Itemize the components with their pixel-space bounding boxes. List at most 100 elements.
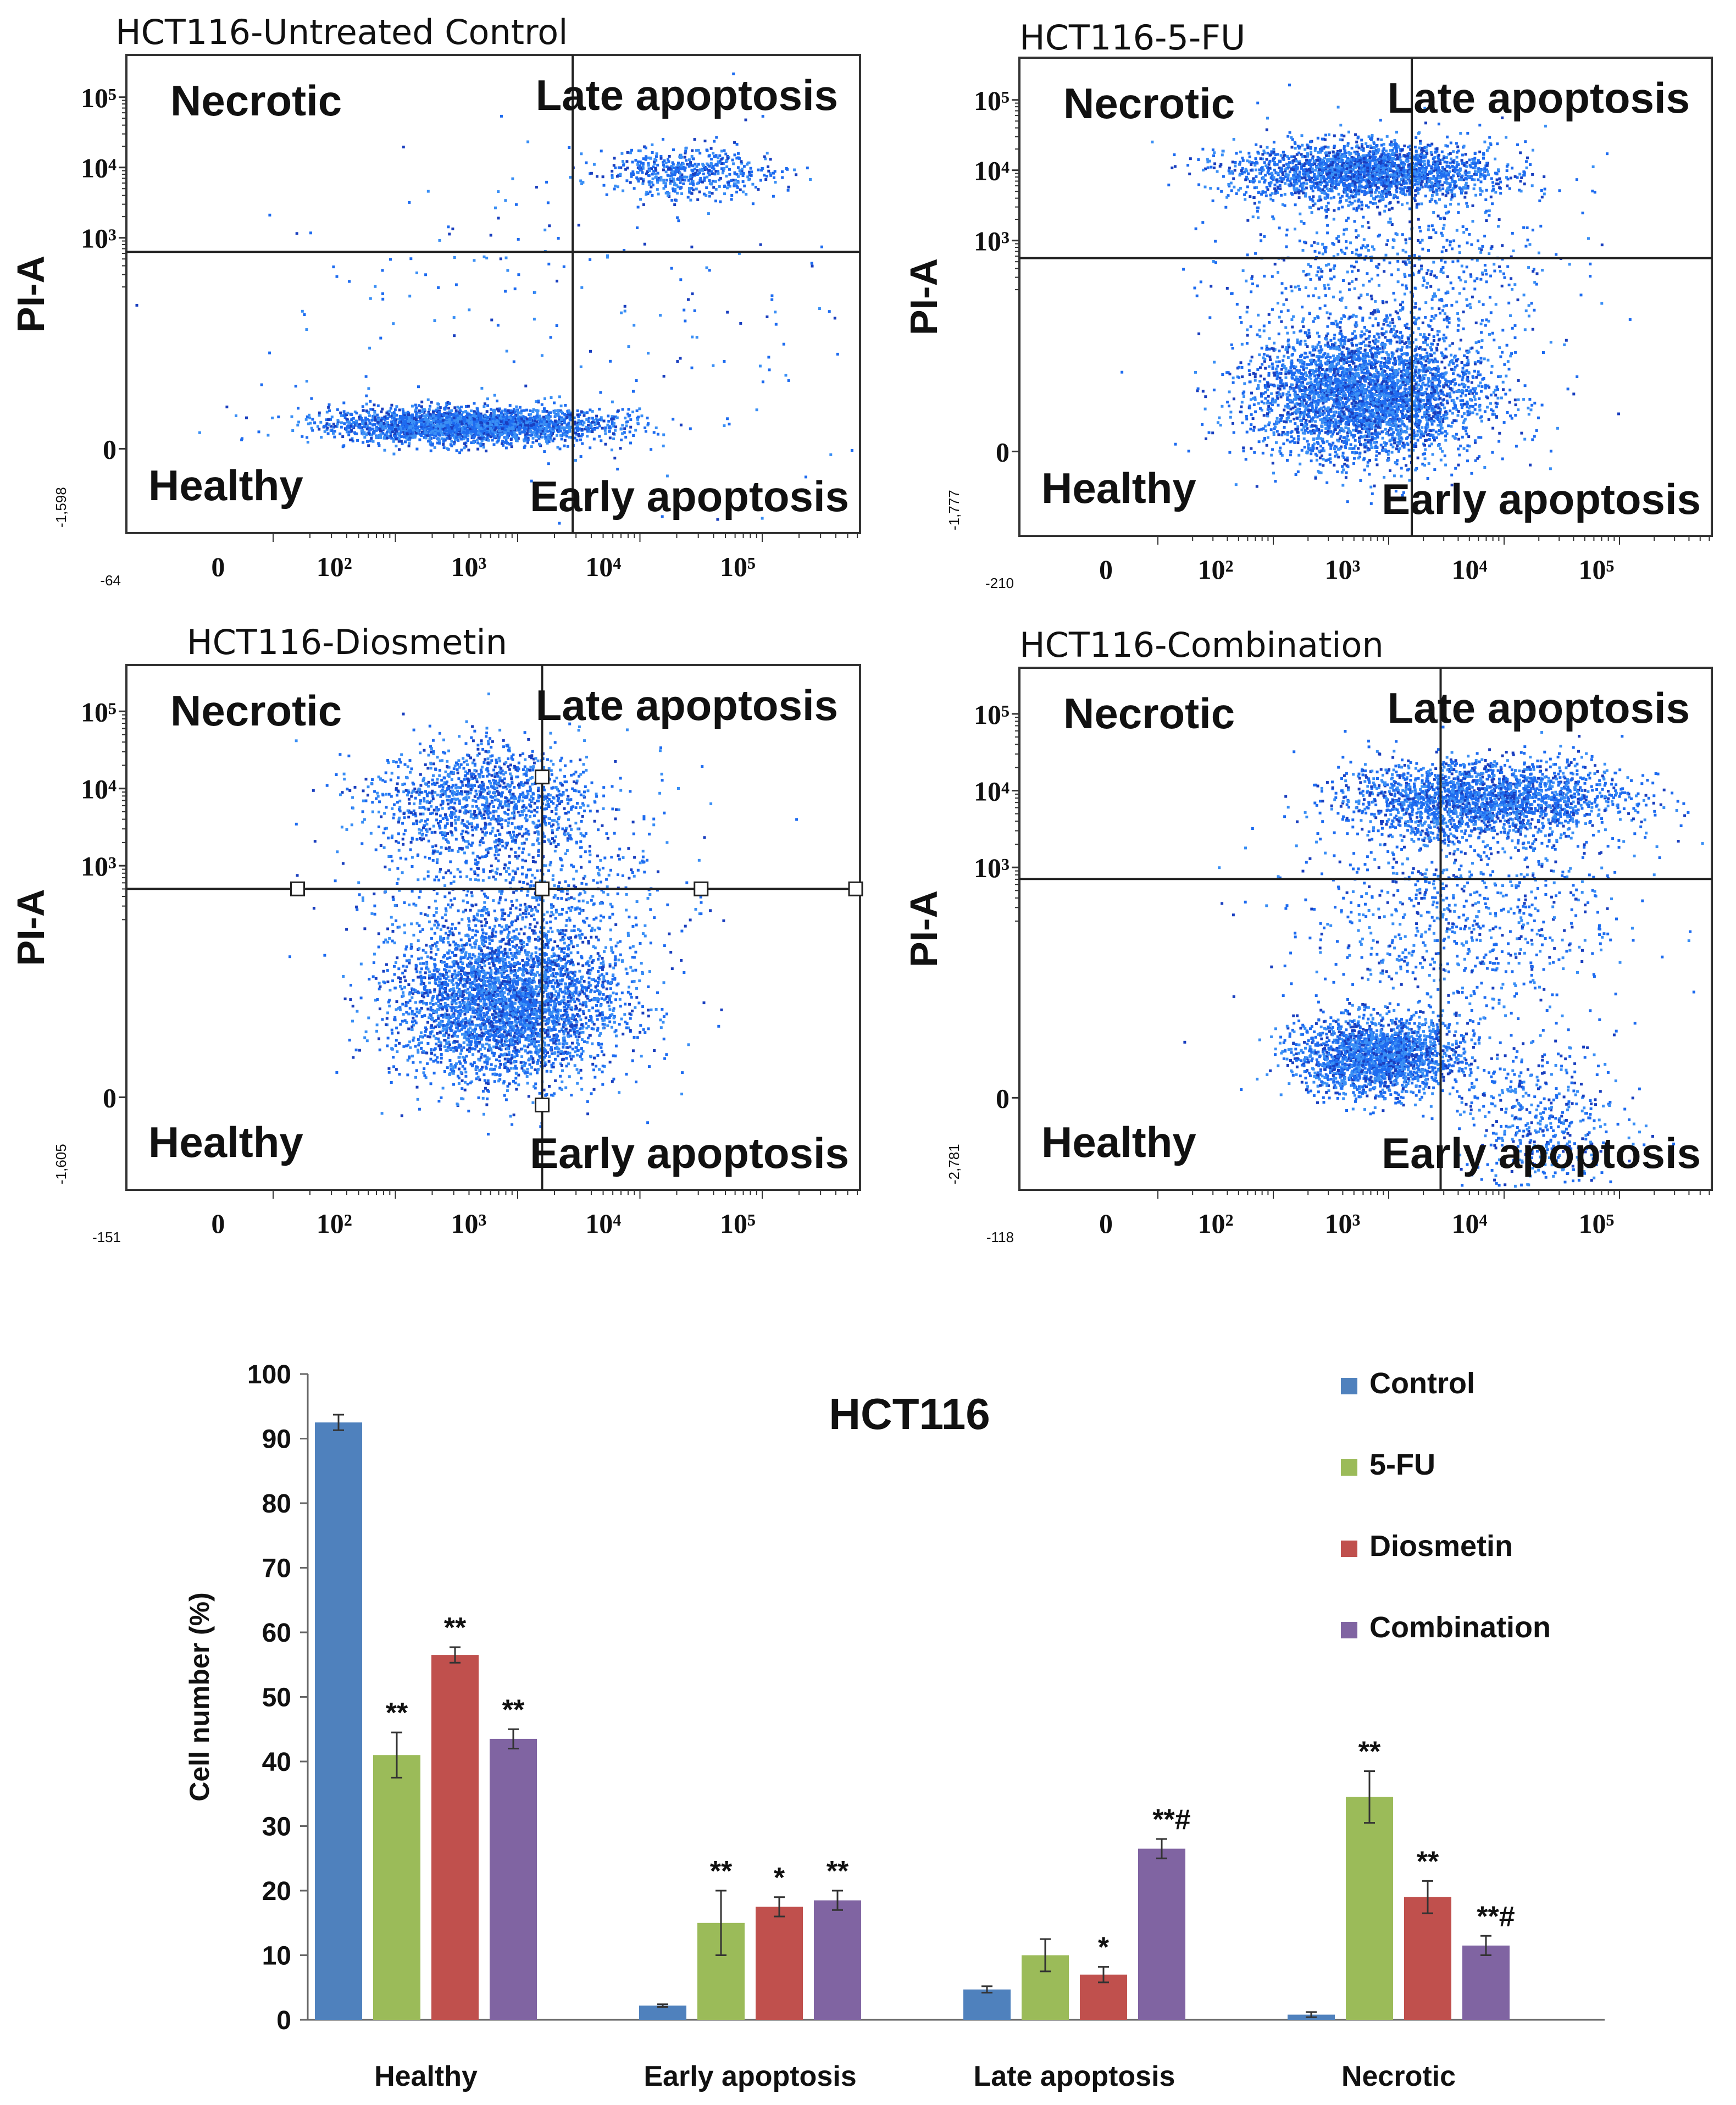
- event-dot: [356, 412, 358, 414]
- event-dot: [624, 417, 626, 419]
- event-dot: [443, 446, 446, 449]
- event-dot: [392, 440, 395, 443]
- event-dot: [386, 421, 389, 424]
- event-dot: [453, 406, 456, 409]
- event-dot: [504, 436, 507, 439]
- event-dot: [542, 416, 545, 419]
- event-dot: [425, 419, 428, 422]
- event-dot: [395, 405, 398, 408]
- event-dot: [318, 428, 320, 431]
- event-dot: [617, 409, 620, 412]
- event-dot: [621, 424, 624, 426]
- event-dot: [347, 420, 350, 423]
- event-dot: [497, 409, 500, 412]
- event-dot: [655, 426, 658, 429]
- event-dot: [515, 406, 518, 408]
- event-dot: [467, 438, 469, 441]
- event-dot: [331, 429, 334, 432]
- event-dot: [531, 441, 534, 444]
- event-dot: [591, 430, 594, 433]
- event-dot: [328, 403, 331, 406]
- event-dot: [647, 422, 650, 425]
- event-dot: [563, 422, 566, 424]
- event-dot: [408, 445, 411, 447]
- event-dot: [415, 412, 418, 415]
- event-dot: [327, 432, 330, 435]
- event-dot: [394, 408, 397, 411]
- event-dot: [277, 416, 280, 418]
- event-dot: [534, 420, 536, 423]
- event-dot: [629, 426, 632, 429]
- event-dot: [291, 416, 293, 418]
- event-dot: [393, 418, 396, 420]
- event-dot: [626, 420, 629, 423]
- event-dot: [372, 440, 375, 443]
- event-dot: [523, 409, 525, 412]
- event-dot: [603, 420, 606, 423]
- event-dot: [369, 428, 372, 431]
- event-dot: [601, 427, 604, 430]
- event-dot: [589, 430, 591, 433]
- event-dot: [311, 418, 314, 420]
- event-dot: [442, 443, 445, 446]
- event-dot: [350, 413, 352, 416]
- event-dot: [556, 434, 558, 437]
- event-dot: [535, 400, 537, 403]
- event-dot: [473, 402, 476, 405]
- event-dot: [545, 423, 547, 425]
- event-dot: [432, 414, 435, 417]
- event-dot: [343, 414, 346, 417]
- event-dot: [395, 437, 398, 440]
- event-dot: [541, 403, 543, 406]
- event-dot: [362, 441, 364, 444]
- event-dot: [657, 433, 659, 436]
- event-dot: [689, 428, 692, 430]
- event-dot: [545, 436, 547, 439]
- event-dot: [534, 416, 537, 419]
- event-dot: [510, 438, 513, 441]
- event-dot: [434, 446, 436, 449]
- event-dot: [398, 408, 401, 411]
- event-dot: [529, 434, 531, 436]
- event-dot: [381, 408, 384, 411]
- event-dot: [467, 435, 469, 437]
- event-dot: [380, 411, 383, 413]
- event-dot: [537, 409, 540, 412]
- panel-title: HCT116-Untreated Control: [115, 12, 568, 52]
- event-dot: [579, 439, 582, 441]
- event-dot: [301, 435, 303, 438]
- event-dot: [418, 404, 420, 407]
- event-dot: [460, 438, 463, 441]
- event-dot: [559, 430, 562, 433]
- event-dot: [463, 446, 466, 449]
- event-dot: [457, 406, 459, 408]
- event-dot: [506, 442, 509, 445]
- event-dot: [365, 395, 368, 397]
- event-dot: [343, 422, 346, 425]
- event-dot: [296, 424, 299, 426]
- event-dot: [455, 409, 458, 412]
- event-dot: [598, 418, 601, 421]
- event-dot: [535, 424, 538, 426]
- event-dot: [550, 396, 553, 399]
- event-dot: [366, 440, 369, 443]
- event-dot: [390, 404, 393, 407]
- event-dot: [567, 445, 569, 448]
- event-dot: [589, 446, 591, 449]
- event-dot: [578, 419, 580, 422]
- event-dot: [636, 422, 639, 424]
- event-dot: [497, 440, 500, 442]
- event-dot: [411, 405, 414, 408]
- event-dot: [358, 425, 361, 428]
- event-dot: [598, 408, 601, 411]
- event-dot: [407, 413, 410, 416]
- event-dot: [308, 417, 311, 419]
- event-dot: [726, 417, 729, 420]
- event-dot: [548, 440, 551, 443]
- event-dot: [680, 424, 683, 426]
- event-dot: [398, 421, 401, 424]
- event-dot: [365, 409, 368, 412]
- event-dot: [580, 411, 583, 413]
- event-dot: [339, 433, 341, 435]
- event-dot: [526, 418, 529, 420]
